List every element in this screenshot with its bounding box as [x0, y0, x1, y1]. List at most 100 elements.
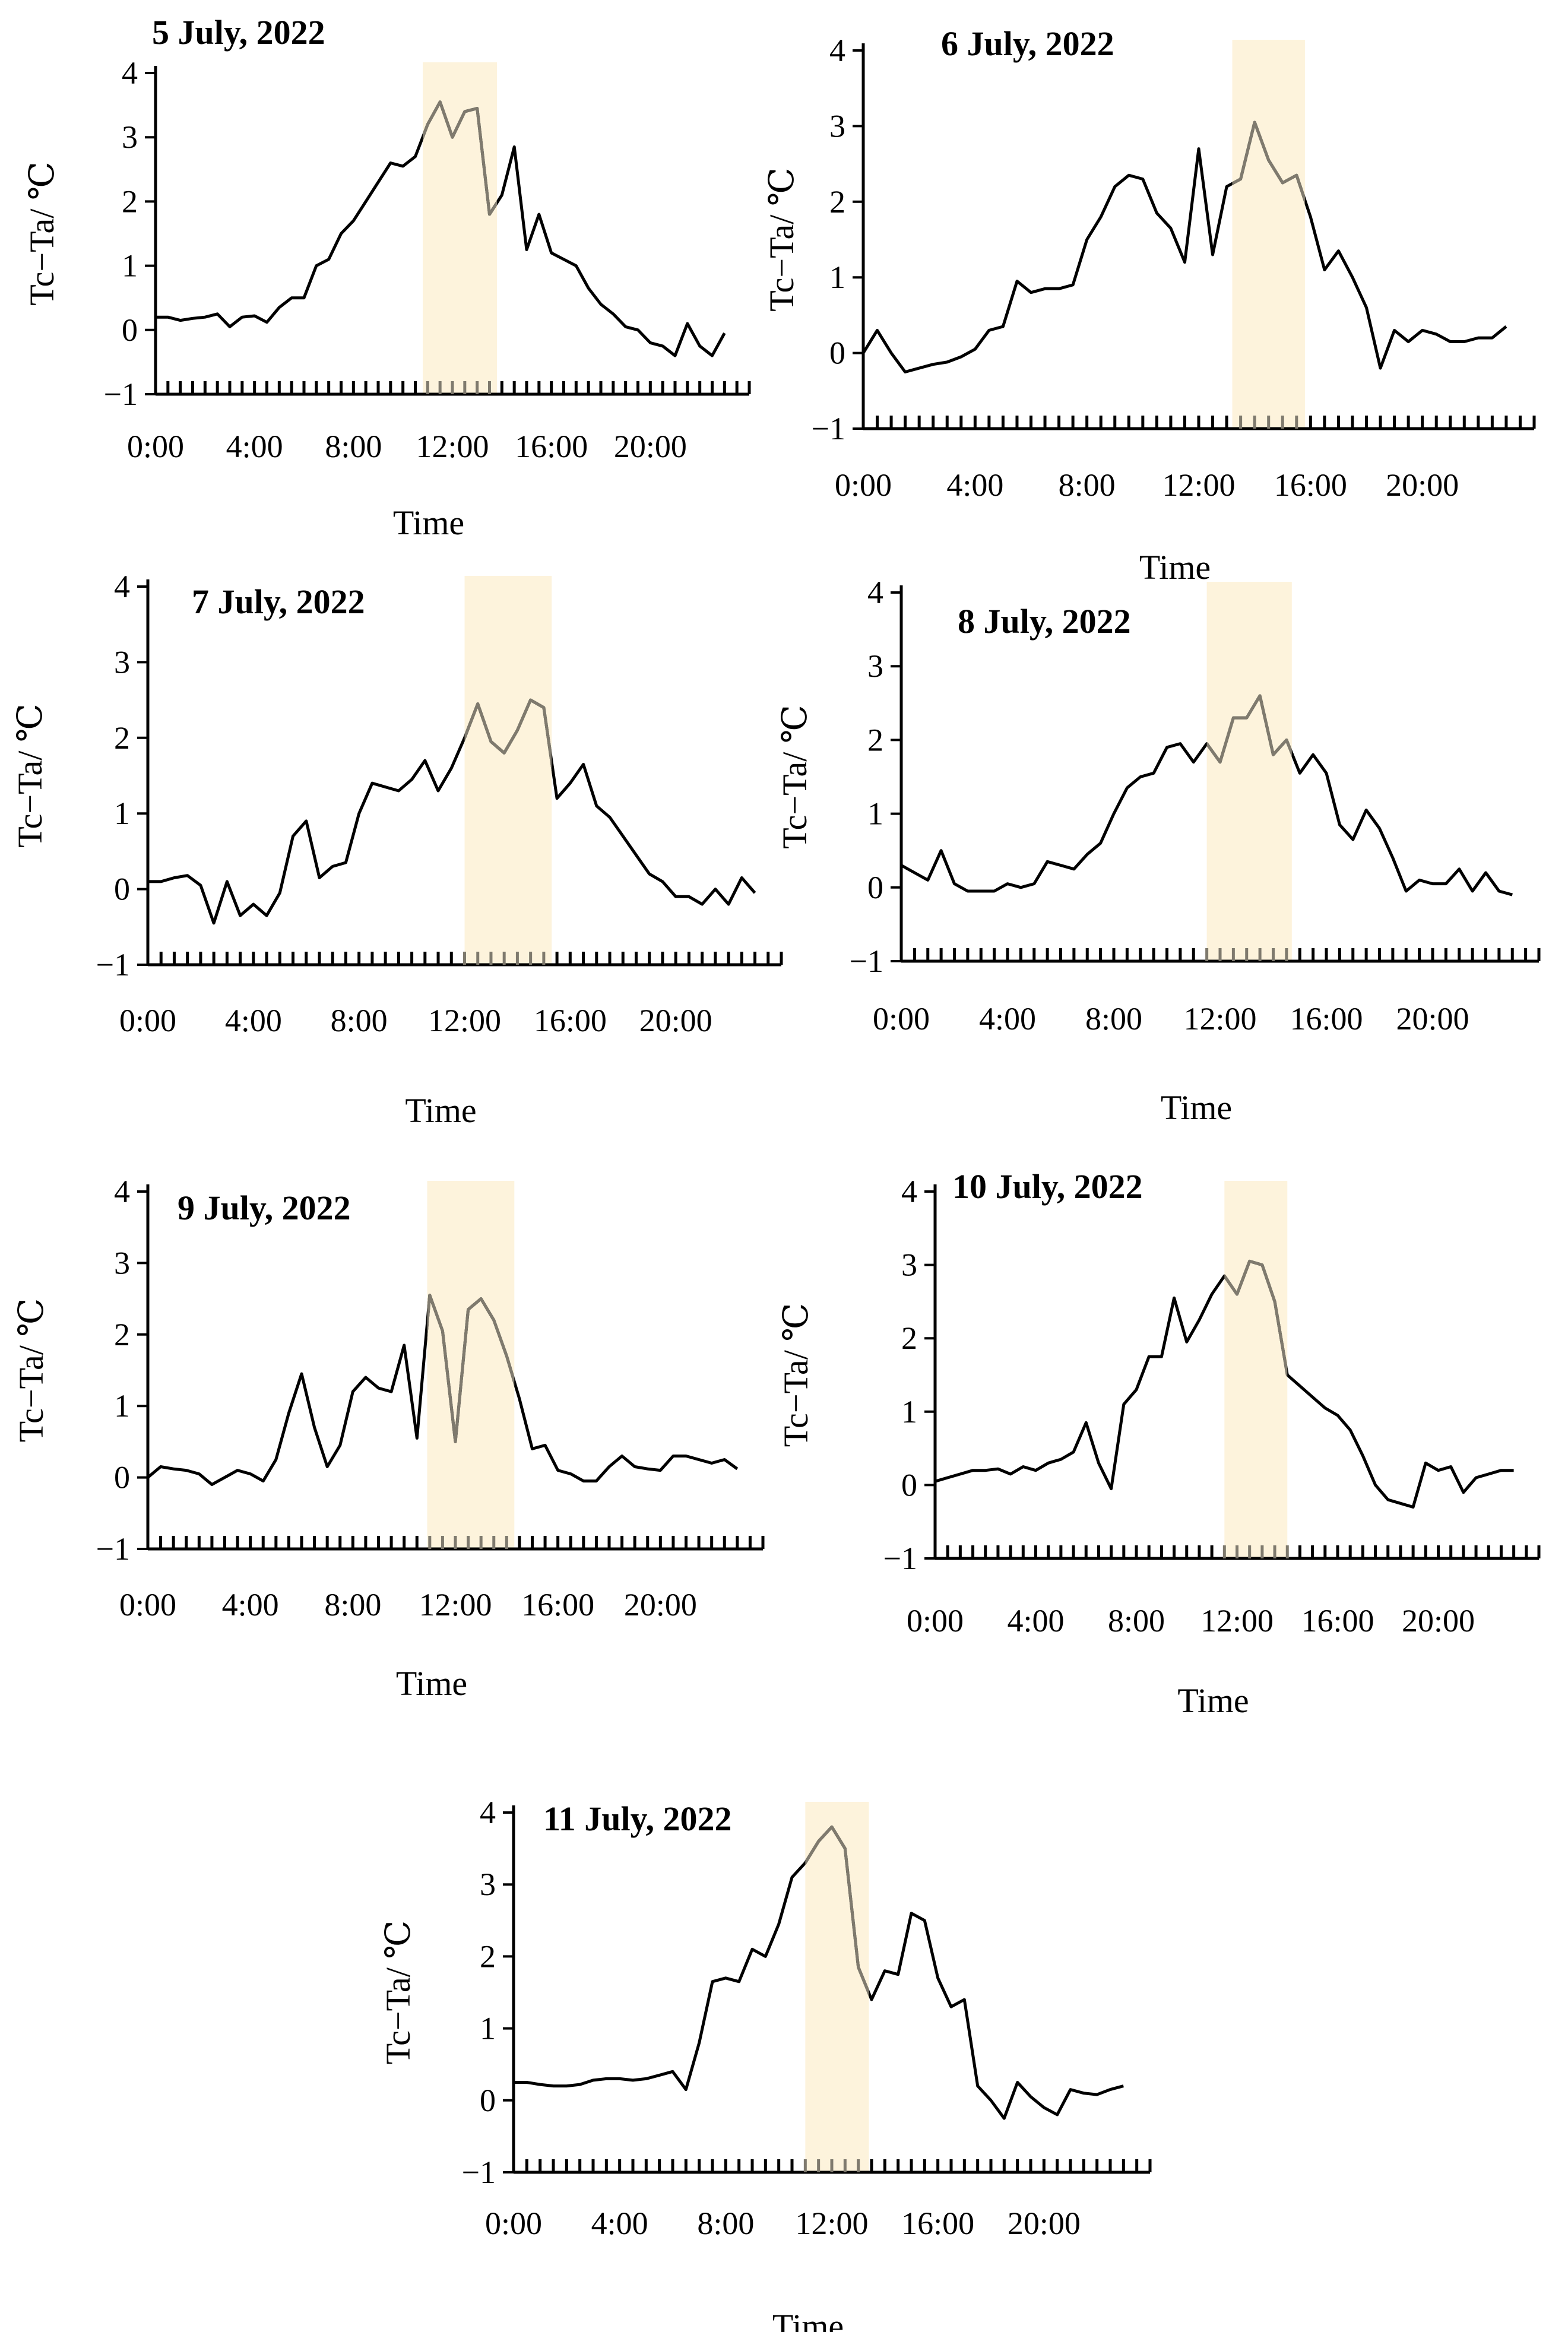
y-tick-label: 1 — [901, 1394, 917, 1430]
y-tick-label: 1 — [122, 248, 138, 284]
y-tick-label: 0 — [480, 2083, 496, 2118]
x-tick-label: 0:00 — [873, 1001, 930, 1037]
x-tick-label: 12:00 — [428, 1003, 501, 1038]
y-tick-label: 0 — [867, 870, 883, 905]
x-tick-label: 12:00 — [1200, 1603, 1274, 1639]
y-tick-label: 3 — [867, 648, 883, 684]
x-tick-label: 20:00 — [1008, 2206, 1081, 2241]
y-tick-label: −1 — [462, 2154, 496, 2190]
y-tick-label: 1 — [114, 1388, 130, 1424]
x-tick-label: 16:00 — [515, 429, 588, 464]
x-tick-label: 20:00 — [1386, 467, 1459, 503]
y-tick-label: 3 — [114, 1245, 130, 1281]
x-tick-label: 8:00 — [331, 1003, 388, 1038]
y-tick-label: 4 — [480, 1795, 496, 1830]
panel-title: 11 July, 2022 — [543, 1799, 731, 1838]
y-tick-label: 2 — [122, 183, 138, 219]
x-axis-title: Time — [1139, 548, 1211, 587]
x-tick-label: 20:00 — [639, 1003, 712, 1038]
x-tick-label: 16:00 — [1290, 1001, 1363, 1037]
x-tick-label: 16:00 — [901, 2206, 974, 2241]
chart-panel-6: 4 3 2 1 0 −1 0:00 4:00 8:00 12:00 16:00 20:00 10 Jul… — [777, 1167, 1541, 1720]
x-tick-label: 12:00 — [1162, 467, 1235, 503]
y-tick-label: 3 — [829, 108, 845, 144]
y-tick-label: 4 — [114, 569, 130, 604]
x-tick-label: 0:00 — [835, 467, 892, 503]
y-tick-label: 4 — [829, 33, 845, 68]
y-tick-label: 1 — [114, 796, 130, 831]
x-axis-title: Time — [393, 503, 464, 542]
x-tick-label: 20:00 — [1396, 1001, 1469, 1037]
y-tick-label: 2 — [901, 1320, 917, 1356]
x-tick-label: 8:00 — [1059, 467, 1116, 503]
x-tick-label: 0:00 — [119, 1003, 176, 1038]
panel-title: 6 July, 2022 — [941, 24, 1114, 63]
x-tick-label: 4:00 — [222, 1587, 279, 1623]
series-line-highlight — [427, 1294, 515, 1443]
chart-panel-5: 4 3 2 1 0 −1 0:00 4:00 8:00 12:00 16:00 20:00 9 July… — [12, 1174, 765, 1703]
y-tick-label: 3 — [480, 1867, 496, 1902]
y-tick-label: 2 — [114, 720, 130, 756]
x-tick-label: 20:00 — [624, 1587, 697, 1623]
x-axis-title: Time — [1161, 1088, 1232, 1127]
y-tick-label: −1 — [104, 376, 138, 412]
panel-title: 7 July, 2022 — [192, 582, 365, 621]
chart-panel-7: 4 3 2 1 0 −1 0:00 4:00 8:00 12:00 16:00 20:00 11 Jul… — [379, 1795, 1152, 2332]
x-tick-label: 4:00 — [979, 1001, 1036, 1037]
y-tick-label: −1 — [812, 411, 845, 446]
x-tick-label: 4:00 — [946, 467, 1003, 503]
highlight-band — [1224, 1181, 1288, 1558]
x-tick-label: 12:00 — [419, 1587, 492, 1623]
x-tick-label: 4:00 — [591, 2206, 648, 2241]
highlight-band — [423, 62, 497, 394]
x-axis-title: Time — [405, 1091, 476, 1130]
panel-title: 9 July, 2022 — [178, 1189, 351, 1227]
series-line — [935, 1259, 1514, 1509]
y-tick-label: 0 — [114, 872, 130, 907]
y-axis-title: Tc−Ta/ ℃ — [762, 167, 801, 311]
x-tick-label: 0:00 — [127, 429, 184, 464]
series-line — [148, 698, 756, 925]
y-tick-label: 4 — [901, 1174, 917, 1209]
x-tick-label: 8:00 — [697, 2206, 754, 2241]
x-tick-label: 8:00 — [1085, 1001, 1142, 1037]
x-tick-label: 0:00 — [907, 1603, 964, 1639]
highlight-band — [464, 576, 552, 965]
series-line-highlight — [1224, 1259, 1288, 1377]
y-tick-label: 0 — [114, 1460, 130, 1495]
x-tick-label: 0:00 — [485, 2206, 542, 2241]
y-axis-title: Tc−Ta/ ℃ — [11, 704, 49, 847]
series-line-highlight — [464, 698, 552, 772]
x-tick-label: 8:00 — [325, 429, 382, 464]
panel-title: 5 July, 2022 — [152, 13, 325, 52]
y-tick-label: 3 — [901, 1247, 917, 1283]
x-tick-label: 12:00 — [1183, 1001, 1256, 1037]
chart-panel-1: 4 3 2 1 0 −1 0:00 4:00 8:00 12:00 16:00 20:00 5 July… — [23, 13, 751, 542]
chart-panel-2: 4 3 2 1 0 −1 0:00 4:00 8:00 12:00 16:00 20:00 6 July… — [762, 24, 1536, 587]
highlight-band — [1232, 40, 1305, 429]
x-tick-label: 12:00 — [416, 429, 489, 464]
y-axis-title: Tc−Ta/ ℃ — [379, 1921, 417, 2064]
y-axis-title: Tc−Ta/ ℃ — [777, 1303, 815, 1447]
x-axis-title: Time — [1177, 1681, 1249, 1720]
y-axis-title: Tc−Ta/ ℃ — [775, 705, 814, 848]
y-tick-label: 3 — [122, 119, 138, 155]
x-axis-title: Time — [396, 1664, 467, 1703]
y-tick-label: −1 — [96, 947, 130, 983]
x-tick-label: 4:00 — [226, 429, 283, 464]
x-tick-label: 8:00 — [324, 1587, 381, 1623]
series-line — [861, 121, 1507, 373]
panel-title: 10 July, 2022 — [952, 1167, 1143, 1206]
series-line — [900, 694, 1513, 896]
y-tick-label: 0 — [829, 335, 845, 371]
x-tick-label: 16:00 — [534, 1003, 607, 1038]
x-tick-label: 16:00 — [521, 1587, 594, 1623]
y-tick-label: 2 — [829, 184, 845, 220]
x-tick-label: 20:00 — [1402, 1603, 1475, 1639]
y-tick-label: 1 — [829, 259, 845, 295]
x-tick-label: 0:00 — [119, 1587, 176, 1623]
chart-panel-3: 4 3 2 1 0 −1 0:00 4:00 8:00 12:00 16:00 20:00 7 July… — [11, 569, 783, 1130]
y-tick-label: 4 — [867, 575, 883, 610]
y-tick-label: −1 — [883, 1541, 917, 1576]
